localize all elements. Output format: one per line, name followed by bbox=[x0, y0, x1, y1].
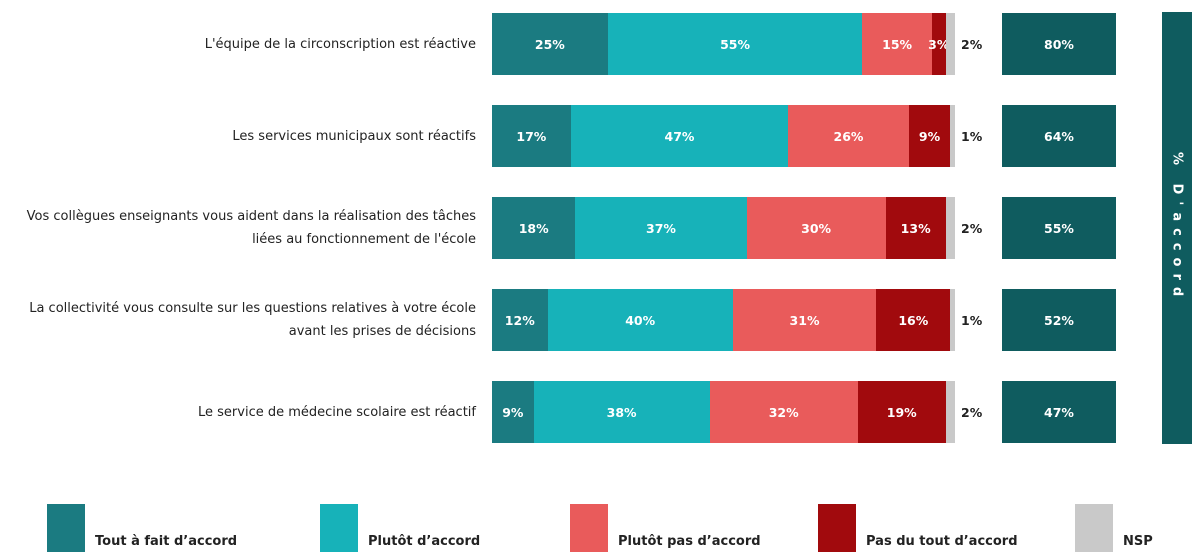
category-label: Les services municipaux sont réactifs bbox=[232, 128, 476, 144]
bar-segment bbox=[492, 13, 608, 75]
bar-segment bbox=[607, 13, 863, 75]
legend-label: Plutôt pas d’accord bbox=[618, 533, 761, 549]
legend-swatch bbox=[1075, 504, 1113, 552]
bar-segment bbox=[885, 197, 946, 259]
legend-label: NSP bbox=[1123, 533, 1153, 549]
data-label: 15% bbox=[882, 36, 913, 52]
total-label: 55% bbox=[1044, 220, 1074, 236]
data-label: 1% bbox=[961, 312, 983, 328]
totals-title: % D'accord bbox=[1162, 12, 1192, 444]
data-label: 2% bbox=[961, 404, 983, 420]
bar-segment bbox=[945, 13, 955, 75]
total-box bbox=[1002, 381, 1116, 443]
bar-segment bbox=[908, 105, 951, 167]
legend-swatch bbox=[818, 504, 856, 552]
bar-segment bbox=[570, 105, 789, 167]
data-label: 17% bbox=[516, 128, 547, 144]
data-label: 55% bbox=[720, 36, 751, 52]
bar-segment bbox=[950, 289, 955, 351]
bar-segment bbox=[862, 13, 932, 75]
data-label: 9% bbox=[918, 128, 941, 144]
category-label: La collectivité vous consulte sur les qu… bbox=[29, 301, 476, 339]
total-box bbox=[1002, 289, 1116, 351]
bar-segment bbox=[788, 105, 909, 167]
bar-segment bbox=[732, 289, 877, 351]
total-box bbox=[1002, 197, 1116, 259]
data-label: 32% bbox=[768, 404, 799, 420]
data-label: 31% bbox=[789, 312, 820, 328]
data-label: 25% bbox=[534, 36, 565, 52]
bar-segment bbox=[492, 105, 571, 167]
data-label: 1% bbox=[961, 128, 983, 144]
bar-segment bbox=[492, 197, 576, 259]
legend-swatch bbox=[47, 504, 85, 552]
data-label: 38% bbox=[606, 404, 637, 420]
legend-label: Plutôt d’accord bbox=[368, 533, 481, 549]
total-label: 47% bbox=[1044, 404, 1074, 420]
data-label: 19% bbox=[886, 404, 917, 420]
data-label: 30% bbox=[801, 220, 832, 236]
legend-label: Tout à fait d’accord bbox=[95, 533, 238, 549]
legend-label: Pas du tout d’accord bbox=[866, 533, 1018, 549]
data-label: 18% bbox=[518, 220, 549, 236]
bar-segment bbox=[746, 197, 886, 259]
data-label: 12% bbox=[504, 312, 535, 328]
data-label: 3% bbox=[928, 36, 950, 52]
data-label: 13% bbox=[900, 220, 931, 236]
total-box bbox=[1002, 105, 1116, 167]
total-label: 80% bbox=[1044, 36, 1074, 52]
total-box bbox=[1002, 13, 1116, 75]
category-label: L'équipe de la circonscription est réact… bbox=[204, 36, 476, 52]
bar-segment bbox=[945, 197, 955, 259]
data-label: 2% bbox=[961, 36, 983, 52]
category-label: Vos collègues enseignants vous aident da… bbox=[26, 209, 476, 247]
bar-segment bbox=[931, 13, 946, 75]
legend-swatch bbox=[320, 504, 358, 552]
category-label: Le service de médecine scolaire est réac… bbox=[198, 404, 476, 420]
bar-segment bbox=[547, 289, 733, 351]
bar-segment bbox=[533, 381, 710, 443]
data-label: 37% bbox=[646, 220, 676, 236]
data-label: 2% bbox=[961, 220, 983, 236]
total-label: 52% bbox=[1044, 312, 1074, 328]
data-label: 16% bbox=[898, 312, 929, 328]
data-label: 47% bbox=[664, 128, 695, 144]
total-label: 64% bbox=[1044, 128, 1074, 144]
bar-segment bbox=[575, 197, 747, 259]
legend-swatch bbox=[570, 504, 608, 552]
bar-segment bbox=[857, 381, 946, 443]
data-label: 40% bbox=[625, 312, 656, 328]
data-label: 26% bbox=[833, 128, 864, 144]
data-label: 9% bbox=[502, 404, 524, 420]
bar-segment bbox=[876, 289, 951, 351]
bar-segment bbox=[945, 381, 955, 443]
bar-segment bbox=[492, 381, 534, 443]
bar-segment bbox=[950, 105, 955, 167]
bar-segment bbox=[709, 381, 858, 443]
bar-segment bbox=[492, 289, 548, 351]
